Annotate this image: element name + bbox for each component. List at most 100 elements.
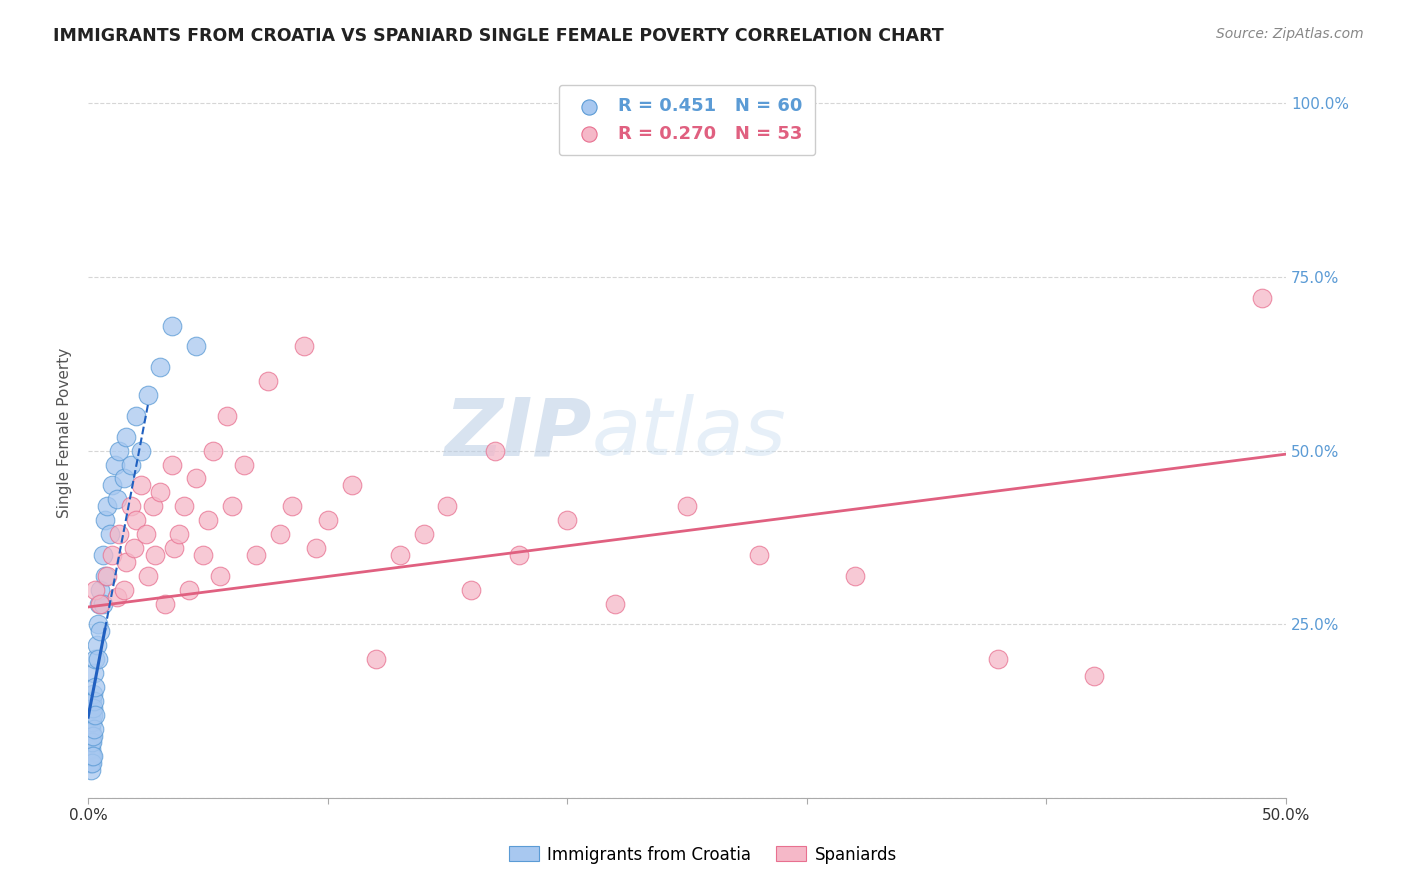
Point <box>436 500 458 514</box>
Point <box>86 638 108 652</box>
Point <box>149 485 172 500</box>
Point <box>122 541 145 555</box>
Point <box>153 597 176 611</box>
Point <box>340 478 363 492</box>
Point <box>177 582 200 597</box>
Point <box>201 443 224 458</box>
Point <box>82 749 104 764</box>
Point <box>197 513 219 527</box>
Point <box>80 714 103 729</box>
Point <box>87 652 110 666</box>
Legend: R = 0.451   N = 60, R = 0.270   N = 53: R = 0.451 N = 60, R = 0.270 N = 53 <box>558 85 815 155</box>
Point <box>84 652 107 666</box>
Point <box>173 500 195 514</box>
Point <box>91 548 114 562</box>
Point <box>208 568 231 582</box>
Point <box>125 513 148 527</box>
Point <box>79 729 101 743</box>
Point <box>82 687 104 701</box>
Point <box>79 694 101 708</box>
Point <box>79 729 101 743</box>
Point <box>83 694 105 708</box>
Point <box>83 722 105 736</box>
Point <box>120 458 142 472</box>
Text: ZIP: ZIP <box>444 394 592 472</box>
Point <box>1083 669 1105 683</box>
Point <box>748 96 770 111</box>
Point <box>676 500 699 514</box>
Point <box>844 568 866 582</box>
Point <box>129 443 152 458</box>
Point <box>84 707 107 722</box>
Point <box>79 700 101 714</box>
Point <box>79 735 101 749</box>
Point <box>388 548 411 562</box>
Point <box>89 582 111 597</box>
Point <box>160 318 183 333</box>
Point <box>125 409 148 423</box>
Point <box>364 652 387 666</box>
Point <box>79 722 101 736</box>
Point <box>221 500 243 514</box>
Point <box>167 527 190 541</box>
Point <box>82 700 104 714</box>
Point <box>460 582 482 597</box>
Point <box>98 527 121 541</box>
Point <box>184 471 207 485</box>
Point <box>115 430 138 444</box>
Y-axis label: Single Female Poverty: Single Female Poverty <box>58 348 72 518</box>
Point <box>89 597 111 611</box>
Point <box>80 735 103 749</box>
Point <box>232 458 254 472</box>
Point <box>101 478 124 492</box>
Point <box>112 471 135 485</box>
Point <box>94 513 117 527</box>
Point <box>80 694 103 708</box>
Point <box>987 652 1010 666</box>
Point <box>748 548 770 562</box>
Point <box>184 339 207 353</box>
Point <box>129 478 152 492</box>
Point <box>143 548 166 562</box>
Point <box>191 548 214 562</box>
Point <box>80 707 103 722</box>
Point <box>79 742 101 756</box>
Point <box>245 548 267 562</box>
Point <box>605 597 627 611</box>
Point <box>87 617 110 632</box>
Point <box>412 527 434 541</box>
Point <box>101 548 124 562</box>
Point <box>1251 291 1274 305</box>
Point <box>142 500 165 514</box>
Text: atlas: atlas <box>592 394 786 472</box>
Point <box>316 513 339 527</box>
Point <box>80 722 103 736</box>
Point <box>292 339 315 353</box>
Point <box>256 374 278 388</box>
Point <box>484 443 506 458</box>
Point <box>160 458 183 472</box>
Point <box>80 749 103 764</box>
Point <box>508 548 530 562</box>
Point <box>112 582 135 597</box>
Point <box>269 527 291 541</box>
Point <box>305 541 328 555</box>
Point <box>105 590 128 604</box>
Point <box>84 582 107 597</box>
Point <box>84 680 107 694</box>
Text: IMMIGRANTS FROM CROATIA VS SPANIARD SINGLE FEMALE POVERTY CORRELATION CHART: IMMIGRANTS FROM CROATIA VS SPANIARD SING… <box>53 27 945 45</box>
Point <box>91 597 114 611</box>
Point <box>79 714 101 729</box>
Point <box>96 500 118 514</box>
Text: Source: ZipAtlas.com: Source: ZipAtlas.com <box>1216 27 1364 41</box>
Point <box>79 742 101 756</box>
Point <box>555 513 578 527</box>
Point <box>89 624 111 639</box>
Point <box>135 527 157 541</box>
Point <box>103 458 125 472</box>
Point <box>82 729 104 743</box>
Legend: Immigrants from Croatia, Spaniards: Immigrants from Croatia, Spaniards <box>502 839 904 871</box>
Point <box>120 500 142 514</box>
Point <box>136 388 159 402</box>
Point <box>94 568 117 582</box>
